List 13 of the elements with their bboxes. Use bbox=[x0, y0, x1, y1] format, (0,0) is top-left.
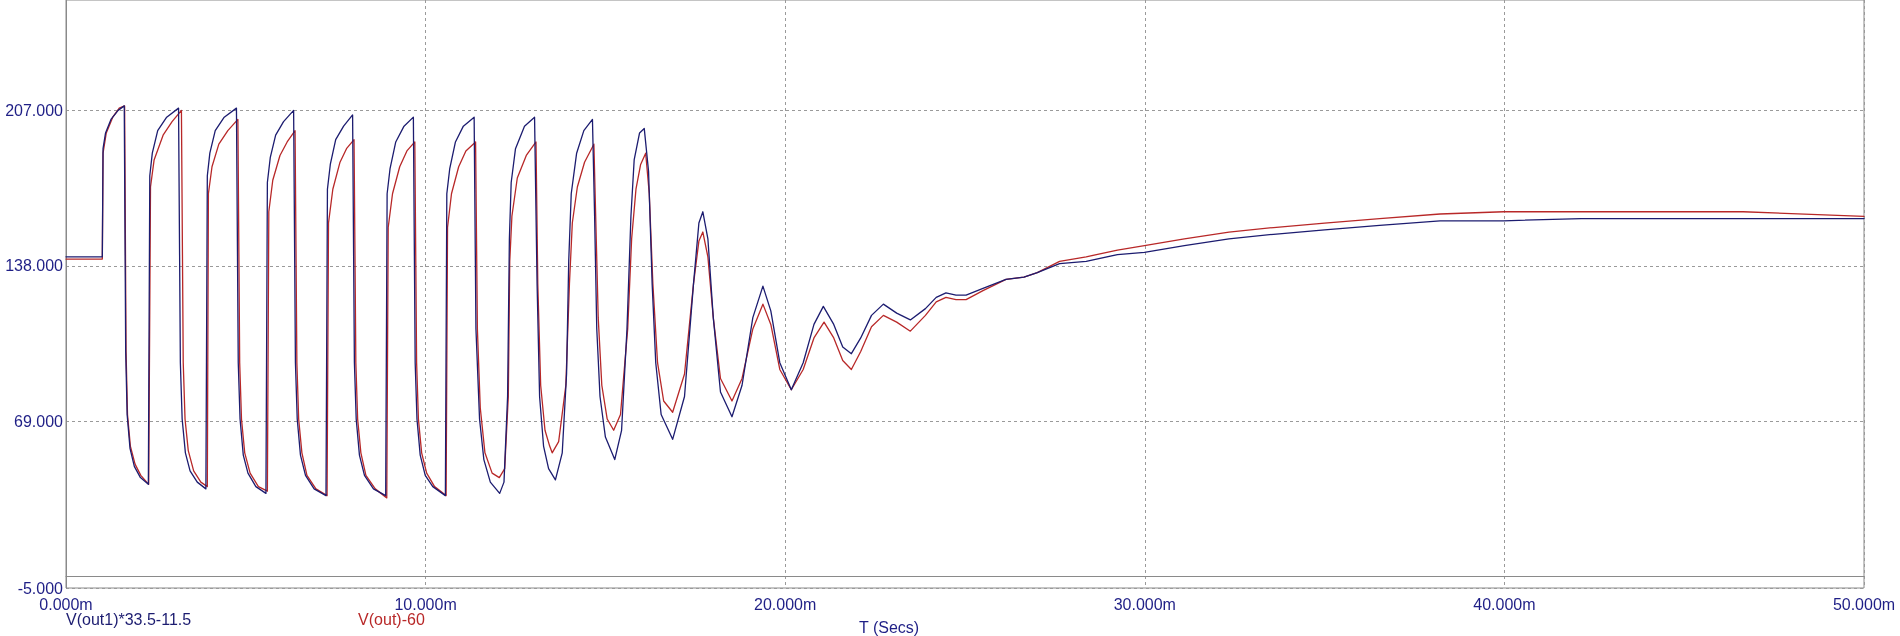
text: V(out)-60 bbox=[358, 610, 425, 628]
y-tick-label: -5.000 bbox=[17, 579, 64, 597]
y-tick-label: 69.000 bbox=[14, 412, 64, 430]
x-axis-title: T (Secs) bbox=[859, 618, 920, 636]
text: V(out1)*33.5-11.5 bbox=[66, 610, 192, 628]
y-tick-label: 138.000 bbox=[5, 257, 64, 275]
x-tick-label: 0.000m bbox=[39, 595, 93, 613]
x-tick-label: 50.000m bbox=[1832, 595, 1896, 613]
x-tick-label: 40.000m bbox=[1473, 595, 1536, 613]
y-tick-label: 207.000 bbox=[5, 101, 64, 119]
x-tick-label: 20.000m bbox=[754, 595, 817, 613]
x-tick-label: 30.000m bbox=[1113, 595, 1176, 613]
x-tick-label: 10.000m bbox=[394, 595, 457, 613]
